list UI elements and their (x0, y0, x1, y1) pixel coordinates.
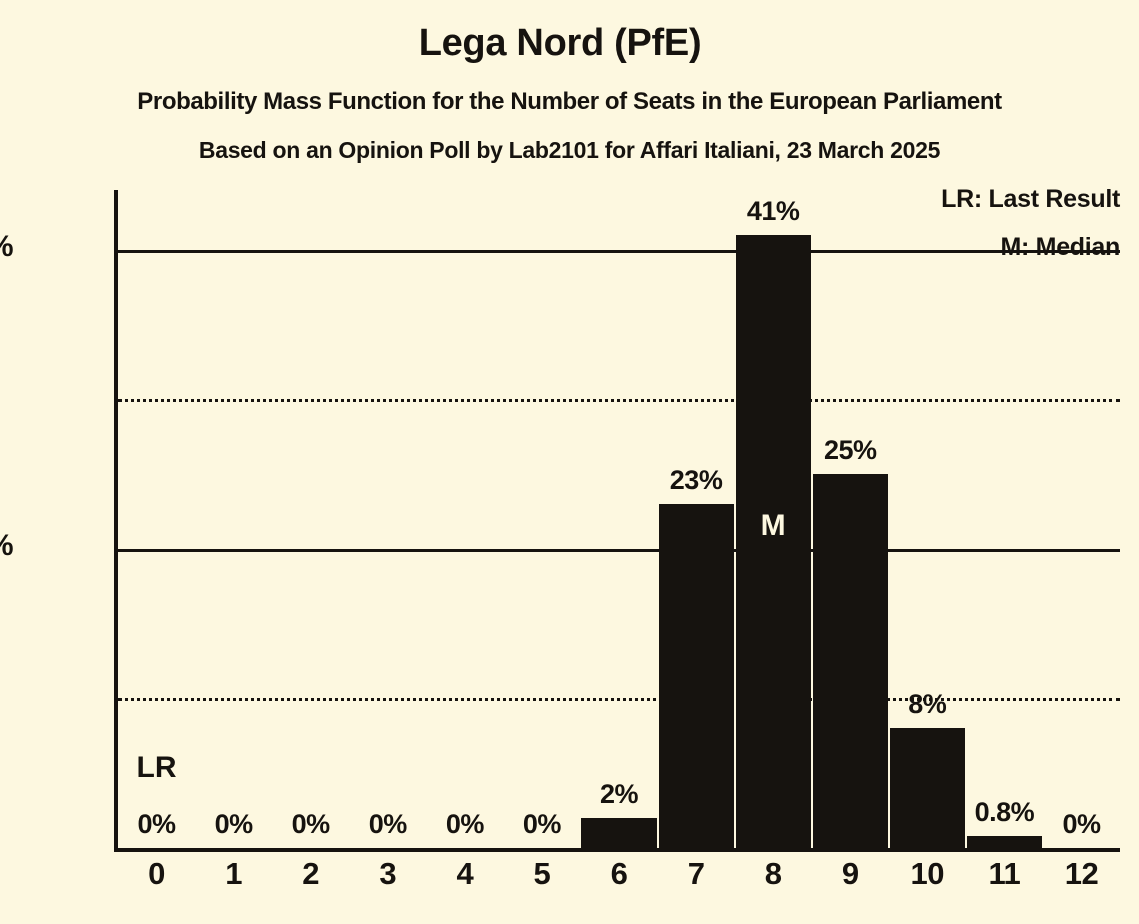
bar-value-label-10: 8% (908, 689, 947, 720)
bar-value-label-8: 41% (746, 195, 800, 226)
x-tick-label-6: 6 (610, 856, 628, 891)
bar-value-label-4: 0% (445, 809, 485, 839)
bar-seat-11[interactable] (966, 836, 1042, 848)
bar-value-label-11: 0.8% (974, 797, 1035, 828)
x-tick-label-9: 9 (841, 856, 859, 891)
page-title: Lega Nord (PfE) (418, 22, 702, 64)
bar-value-label-9: 25% (823, 435, 877, 466)
x-tick-label-7: 7 (687, 856, 705, 891)
last-result-marker: LR (136, 751, 177, 784)
y-axis-line (114, 190, 118, 852)
x-tick-label-1: 1 (225, 856, 242, 891)
x-tick-label-11: 11 (988, 856, 1021, 891)
bar-value-label-1: 0% (214, 809, 254, 839)
x-tick-label-3: 3 (379, 856, 397, 891)
x-tick-label-4: 4 (456, 856, 474, 891)
y-tick-label-40: 40% (0, 230, 13, 264)
x-tick-label-2: 2 (302, 856, 320, 891)
bar-value-label-2: 0% (291, 809, 331, 839)
x-tick-label-12: 12 (1064, 856, 1099, 891)
bar-value-label-7: 23% (669, 465, 723, 496)
gridline-40 (118, 249, 1120, 253)
bar-seat-6[interactable] (581, 818, 657, 848)
gridline-20 (118, 548, 1120, 552)
y-tick-label-20: 20% (0, 529, 13, 563)
bar-value-label-0: 0% (137, 809, 177, 839)
legend-median: M: Median (1000, 233, 1120, 261)
x-tick-label-5: 5 (533, 856, 551, 891)
bar-value-label-12: 0% (1062, 809, 1101, 839)
median-marker: M (760, 509, 786, 543)
bar-seat-8[interactable] (735, 234, 811, 848)
x-axis-line (114, 848, 1120, 852)
chart-source-line: Based on an Opinion Poll by Lab2101 for … (198, 137, 941, 163)
x-tick-label-8: 8 (764, 856, 782, 891)
bar-value-label-5: 0% (522, 809, 562, 839)
legend-last-result: LR: Last Result (941, 185, 1120, 213)
gridline-30 (118, 399, 1120, 403)
bar-value-label-3: 0% (368, 809, 408, 839)
bar-seat-10[interactable] (889, 728, 965, 848)
bar-seat-7[interactable] (658, 504, 734, 848)
x-tick-label-10: 10 (910, 856, 945, 891)
bar-value-label-6: 2% (599, 779, 639, 810)
bar-seat-9[interactable] (812, 474, 888, 848)
x-tick-label-0: 0 (148, 856, 165, 891)
gridline-10 (118, 698, 1120, 702)
chart-subtitle: Probability Mass Function for the Number… (137, 88, 1002, 115)
plot-area: 20% 40% 0% 0% 0% 0% 0% 0% 2% 23% 41% 25% 8% 0.8% 0% 0… (0, 190, 1120, 891)
